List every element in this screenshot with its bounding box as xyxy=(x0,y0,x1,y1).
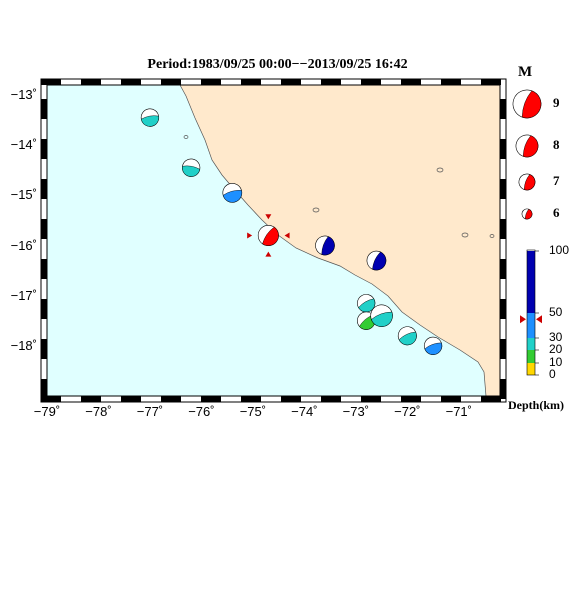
longitude-tick-label: −77˚ xyxy=(136,404,164,419)
depth-marker-left xyxy=(520,315,526,324)
depth-legend-title: Depth(km) xyxy=(508,398,564,412)
latitude-tick-label: −15˚ xyxy=(10,187,37,203)
magnitude-legend-beachball[interactable] xyxy=(513,132,541,160)
depth-tick-label: 10 xyxy=(549,355,563,369)
coastline xyxy=(179,84,501,397)
longitude-tick-label: −72˚ xyxy=(394,404,421,419)
earthquake-beachball[interactable] xyxy=(221,181,244,204)
depth-tick-label: 50 xyxy=(549,305,563,319)
longitude-tick-label: −76˚ xyxy=(188,404,215,419)
depth-tick-label: 30 xyxy=(549,330,563,344)
magnitude-legend-title: M xyxy=(518,64,533,80)
magnitude-legend-beachball[interactable] xyxy=(509,86,545,122)
lake-outline xyxy=(489,234,495,238)
latitude-tick-label: −14˚ xyxy=(10,137,37,153)
lake-outline xyxy=(461,232,469,238)
land-area xyxy=(179,84,501,397)
map-frame xyxy=(40,78,507,403)
depth-colorbar-segment xyxy=(527,251,535,313)
longitude-tick-label: −79˚ xyxy=(33,404,61,419)
longitude-tick-label: −74˚ xyxy=(291,404,318,419)
magnitude-legend-label: 8 xyxy=(553,137,560,152)
depth-tick-label: 100 xyxy=(549,243,570,257)
legend xyxy=(509,86,545,376)
selected-event-marker xyxy=(265,251,272,257)
magnitude-legend-label: 9 xyxy=(553,95,560,110)
latitude-tick-label: −16˚ xyxy=(10,237,37,253)
earthquake-beachball[interactable] xyxy=(364,248,389,273)
magnitude-legend-beachball[interactable] xyxy=(517,172,538,193)
earthquake-beachball[interactable] xyxy=(354,291,378,315)
lake-outline xyxy=(312,207,320,213)
earthquake-beachball[interactable] xyxy=(313,233,337,257)
latitude-tick-label: −18˚ xyxy=(10,337,37,353)
depth-colorbar-frame xyxy=(526,249,536,376)
map-title: Period:1983/09/25 00:00−−2013/09/25 16:4… xyxy=(147,57,408,72)
magnitude-legend-label: 6 xyxy=(553,205,560,220)
depth-colorbar-segment xyxy=(527,313,535,338)
depth-colorbar-segment xyxy=(527,338,535,350)
earthquake-beachball[interactable] xyxy=(181,158,201,178)
earthquake-beachball[interactable] xyxy=(140,107,160,127)
earthquake-beachball[interactable] xyxy=(395,324,419,348)
earthquake-beachball[interactable] xyxy=(368,302,396,330)
magnitude-legend-label: 7 xyxy=(553,173,560,188)
depth-tick-label: 20 xyxy=(549,342,563,356)
longitude-tick-label: −73˚ xyxy=(342,404,370,419)
earthquake-beachball[interactable] xyxy=(422,335,445,358)
longitude-tick-label: −78˚ xyxy=(85,404,112,419)
depth-tick-label: 0 xyxy=(549,367,556,381)
selected-event-marker xyxy=(284,232,290,239)
earthquake-events xyxy=(140,107,445,358)
longitude-tick-label: −71˚ xyxy=(445,404,472,419)
latitude-tick-label: −17˚ xyxy=(10,287,37,303)
selected-event-marker xyxy=(247,232,253,239)
earthquake-beachball[interactable] xyxy=(254,221,282,249)
depth-colorbar-segment xyxy=(527,350,535,363)
depth-colorbar-segment xyxy=(527,363,535,375)
selected-event-marker xyxy=(265,214,272,220)
latitude-tick-label: −13˚ xyxy=(10,87,37,103)
magnitude-legend-beachball[interactable] xyxy=(520,207,533,220)
depth-marker-right xyxy=(536,315,542,324)
lake-outline xyxy=(436,167,444,173)
longitude-tick-label: −75˚ xyxy=(239,404,267,419)
lake-outline xyxy=(183,135,189,139)
